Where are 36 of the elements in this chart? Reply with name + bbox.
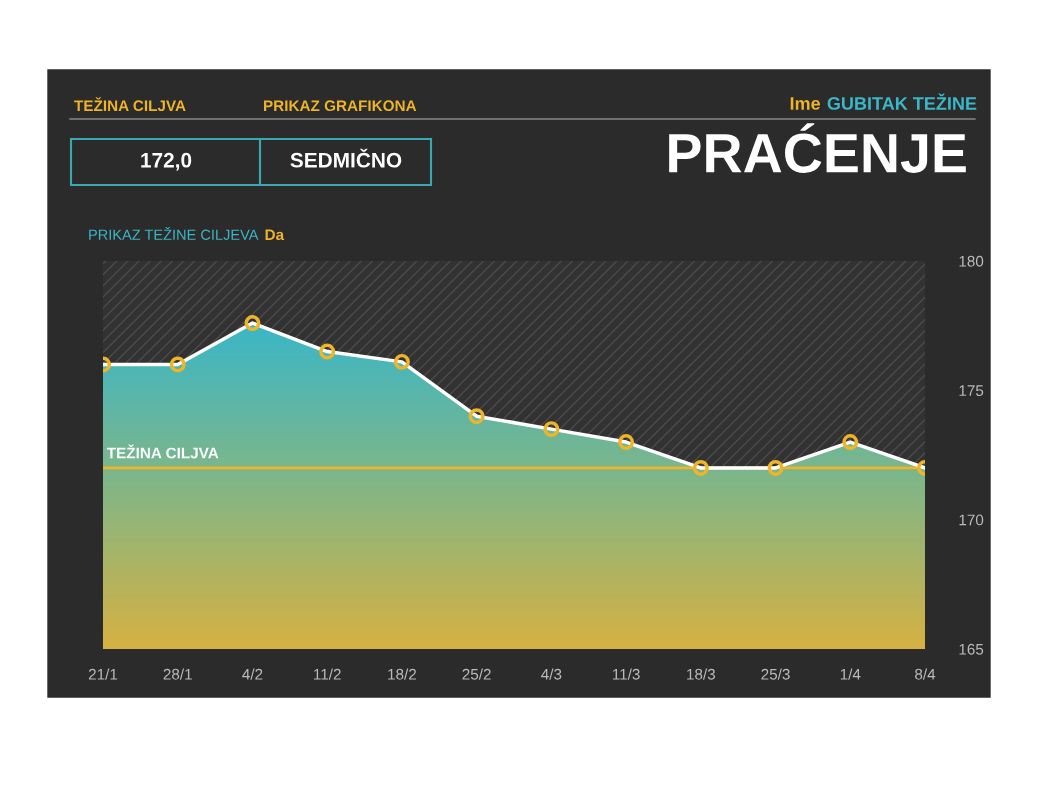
ref-line-label: TEŽINA CILJVA	[106, 444, 219, 459]
point	[842, 434, 859, 451]
text: TEŽINA CILJVA	[74, 97, 186, 112]
y-tick-label: 165	[959, 643, 984, 655]
chart-title: PRAĆENJE	[669, 123, 966, 173]
point	[692, 459, 709, 476]
point	[169, 356, 186, 373]
y-tick-label: 175	[959, 385, 984, 397]
point	[767, 459, 784, 476]
x-tick-label: 1/4	[840, 668, 861, 680]
text: 172,0	[141, 152, 192, 171]
x-tick-label: 21/1	[88, 668, 118, 680]
point	[468, 408, 485, 425]
x-tick-label: 18/3	[687, 668, 716, 680]
point	[393, 353, 410, 370]
x-tick-label: 4/2	[242, 668, 263, 680]
x-tick-label: 25/2	[462, 668, 491, 680]
text: Ime	[790, 97, 821, 110]
x-tick-label: 8/4	[915, 668, 936, 680]
text: Da	[265, 229, 285, 241]
point	[543, 421, 560, 438]
x-tick-label: 28/1	[163, 668, 192, 680]
y-tick-label: 170	[959, 514, 984, 526]
x-tick-label: 25/3	[761, 668, 790, 680]
text: PRIKAZ GRAFIKONA	[264, 100, 417, 112]
text: PRIKAZ TEŽINE CILJEVA	[89, 227, 259, 240]
x-tick-label: 11/3	[612, 668, 640, 680]
x-tick-label: 4/3	[541, 668, 562, 680]
point	[319, 343, 336, 360]
point	[618, 434, 635, 451]
y-tick-label: 180	[959, 255, 984, 267]
x-tick-label: 18/2	[388, 668, 417, 680]
text: SEDMIČNO	[290, 148, 402, 168]
x-tick-label: 11/2	[314, 668, 341, 680]
text: GUBITAK TEŽINE	[827, 93, 977, 110]
point	[244, 315, 261, 332]
